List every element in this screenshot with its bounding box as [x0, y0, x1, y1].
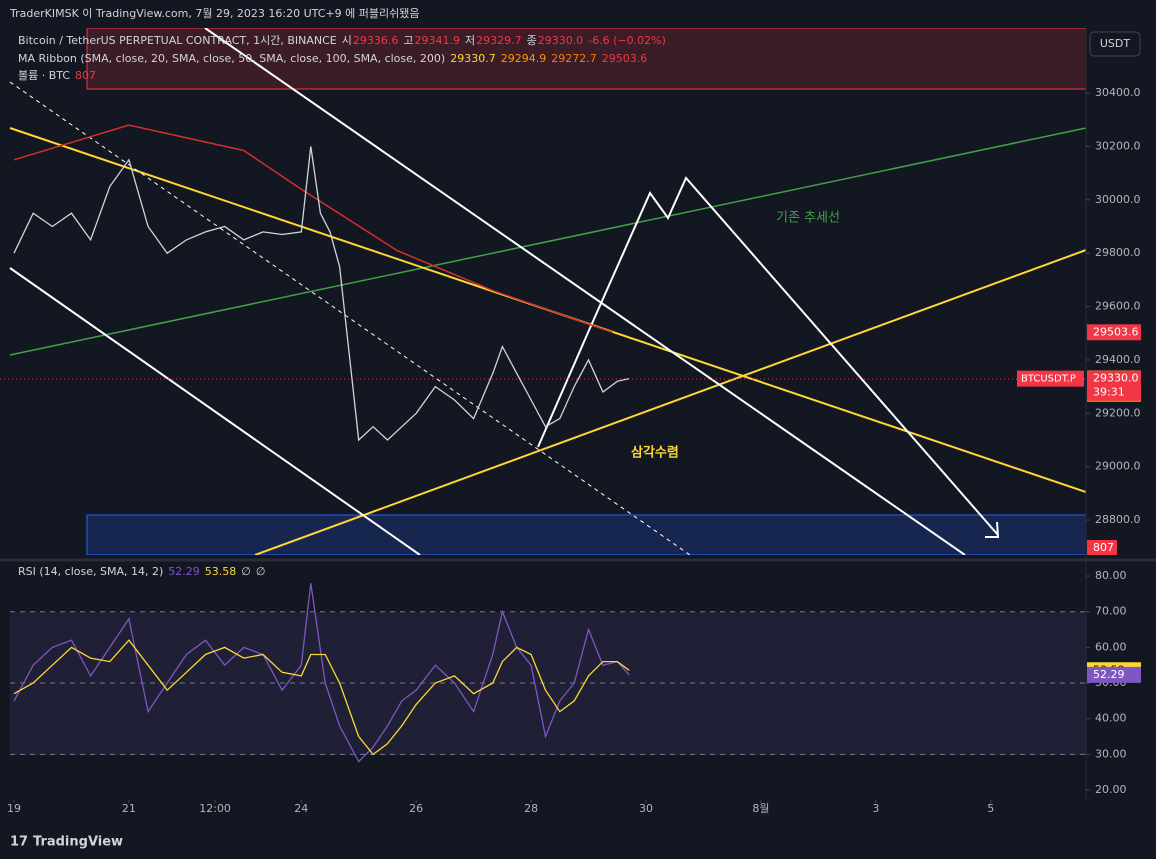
- volume-tag: [1087, 540, 1117, 555]
- symbol-tag: [1017, 370, 1084, 387]
- channel-line: [9, 267, 421, 555]
- y-tick-label: 80.00: [1095, 569, 1127, 582]
- y-tick-label: 30.00: [1095, 747, 1127, 760]
- x-tick-label: 12:00: [199, 802, 231, 815]
- x-tick-label: 8월: [752, 802, 769, 815]
- price-tag-label: 29503.6: [1093, 325, 1139, 338]
- x-tick-label: 30: [639, 802, 653, 815]
- y-tick-label: 40.00: [1095, 712, 1127, 725]
- y-tick-label: 29000.0: [1095, 460, 1141, 473]
- y-tick-label: 29400.0: [1095, 353, 1141, 366]
- y-tick-label: 30000.0: [1095, 193, 1141, 206]
- legend-key: 저: [465, 34, 475, 47]
- x-tick-label: 24: [294, 802, 308, 815]
- series-line: [13, 146, 630, 442]
- last-price-label: 29330.0: [1093, 372, 1139, 385]
- logo: TradingView: [33, 835, 123, 850]
- x-tick-label: 3: [872, 802, 879, 815]
- countdown: 39:31: [1093, 386, 1125, 399]
- currency[interactable]: USDT: [1100, 37, 1131, 50]
- legend-value: 29294.9: [501, 52, 547, 65]
- trendline: [9, 127, 1086, 356]
- legend-value: 29330.0: [538, 34, 584, 47]
- y-tick-label: 30200.0: [1095, 139, 1141, 152]
- price-tag: [1087, 324, 1141, 341]
- legend-title: 볼륨 · BTC: [18, 69, 70, 82]
- legend-value: 807: [75, 69, 96, 82]
- arrow-head: [985, 521, 1000, 538]
- y-tick-label: 29600.0: [1095, 300, 1141, 313]
- legend-title: Bitcoin / TetherUS PERPETUAL CONTRACT, 1…: [18, 34, 337, 47]
- legend-change: -6.6 (−0.02%): [588, 34, 666, 47]
- currency-button[interactable]: [1089, 31, 1141, 57]
- trendline: [254, 249, 1086, 555]
- annotation: 기존 추세선: [776, 211, 840, 226]
- y-tick-label: 20.00: [1095, 783, 1127, 796]
- legend-value: 29503.6: [602, 52, 648, 65]
- publisher: TraderKIMSK 이 TradingView.com, 7월 29, 20…: [9, 7, 419, 20]
- legend-value: 53.58: [205, 565, 237, 578]
- x-tick-label: 26: [409, 802, 423, 815]
- y-tick-label: 28800.0: [1095, 513, 1141, 526]
- price-tag: [1087, 666, 1141, 683]
- annotation: 삼각수렴: [631, 445, 679, 461]
- series-line: [13, 639, 630, 756]
- last-price-tag: [1087, 370, 1141, 401]
- legend-key: 시: [342, 34, 352, 47]
- legend-value: 29329.7: [476, 34, 522, 47]
- volume-label: 807: [1093, 541, 1114, 554]
- legend-value: 29272.7: [551, 52, 597, 65]
- x-tick-label: 19: [7, 802, 21, 815]
- y-tick-label: 30400.0: [1095, 86, 1141, 99]
- legend-value: ∅: [256, 565, 266, 578]
- projection-path: [537, 176, 999, 536]
- y-tick-label: 60.00: [1095, 640, 1127, 653]
- blue-zone: [86, 514, 1086, 555]
- price-tag-label: 52.29: [1093, 668, 1125, 681]
- legend-value: ∅: [241, 565, 251, 578]
- series-line: [13, 583, 630, 763]
- symbol-label: BTCUSDT.P: [1021, 374, 1076, 385]
- x-tick-label: 28: [524, 802, 538, 815]
- red-zone: [86, 28, 1086, 90]
- dashed-line: [9, 81, 691, 555]
- legend-value: 29336.6: [353, 34, 399, 47]
- x-tick-label: 5: [987, 802, 994, 815]
- legend-value: 29330.7: [450, 52, 496, 65]
- legend-key: 고: [403, 34, 413, 47]
- legend-title: MA Ribbon (SMA, close, 20, SMA, close, 5…: [18, 52, 445, 65]
- y-tick-label: 70.00: [1095, 605, 1127, 618]
- ma-line: [13, 124, 613, 334]
- legend-title: RSI (14, close, SMA, 14, 2): [18, 565, 163, 578]
- logo-icon: 17: [10, 835, 28, 850]
- legend-value: 29341.9: [414, 34, 460, 47]
- y-tick-label: 29200.0: [1095, 406, 1141, 419]
- legend-value: 52.29: [168, 565, 200, 578]
- legend-key: 종: [527, 34, 537, 47]
- drawings: [0, 28, 1086, 555]
- x-tick-label: 21: [122, 802, 136, 815]
- y-tick-label: 29800.0: [1095, 246, 1141, 259]
- channel-line: [204, 28, 966, 555]
